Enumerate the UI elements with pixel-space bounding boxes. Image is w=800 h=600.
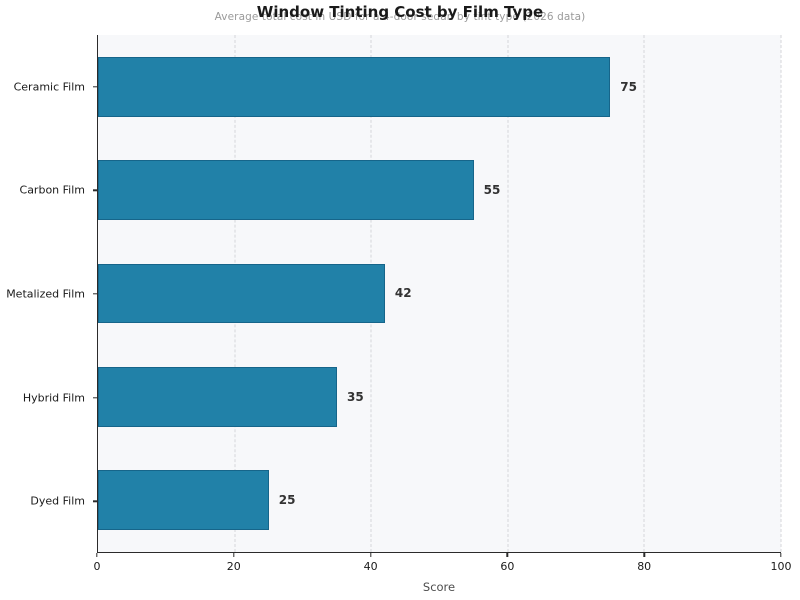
category-label: Hybrid Film: [22, 391, 85, 405]
bar: [98, 366, 338, 427]
x-tick-label: 60: [500, 560, 515, 573]
bar-band: 75: [98, 35, 781, 138]
x-tick-mark: [233, 553, 235, 557]
y-tick-mark: [93, 293, 97, 295]
gridline: [507, 35, 509, 552]
x-tick-mark: [369, 553, 372, 557]
chart-header: Average total cost in USD for a 4-door s…: [0, 0, 800, 34]
x-axis: Score 0 20 40 60 80 100: [93, 553, 792, 600]
x-axis-title: Score: [422, 580, 456, 594]
bar-band: 42: [98, 242, 781, 345]
gridline: [780, 35, 782, 552]
category-label: Ceramic Film: [13, 80, 85, 94]
chart-title: Window Tinting Cost by Film Type: [256, 3, 544, 21]
y-tick-mark: [93, 189, 97, 192]
bar-value-label: 75: [620, 79, 637, 94]
bar-band: 55: [98, 138, 781, 241]
bar: [98, 160, 474, 221]
x-tick-mark: [96, 553, 98, 557]
x-tick-label: 40: [363, 560, 378, 573]
plot-area: 75 55 42 35 25: [97, 35, 782, 553]
y-tick-mark: [93, 500, 97, 502]
x-tick-label: 100: [770, 560, 792, 573]
category-label: Carbon Film: [19, 183, 85, 197]
bar-value-label: 25: [278, 493, 296, 508]
gridline: [643, 35, 645, 552]
x-tick-label: 0: [93, 560, 101, 573]
bar-band: 35: [98, 345, 781, 448]
bar-value-label: 42: [394, 286, 412, 301]
bar-value-label: 35: [347, 389, 364, 404]
y-axis: Ceramic Film Carbon Film Metalized Film Hyb…: [0, 35, 97, 553]
y-tick-mark: [93, 396, 97, 399]
x-tick-mark: [780, 553, 782, 557]
bar: [98, 263, 385, 324]
x-tick-label: 20: [226, 560, 241, 573]
bar-value-label: 55: [483, 183, 501, 198]
bar: [98, 56, 611, 117]
category-label: Dyed Film: [30, 494, 85, 508]
x-tick-mark: [506, 553, 509, 557]
bar: [98, 470, 269, 531]
bar-band: 25: [98, 449, 781, 552]
chart-subtitle: Average total cost in USD for a 4-door s…: [214, 11, 586, 23]
category-label: Metalized Film: [6, 287, 85, 301]
x-tick-label: 80: [637, 560, 652, 573]
y-tick-mark: [93, 86, 97, 88]
x-tick-mark: [643, 553, 645, 557]
